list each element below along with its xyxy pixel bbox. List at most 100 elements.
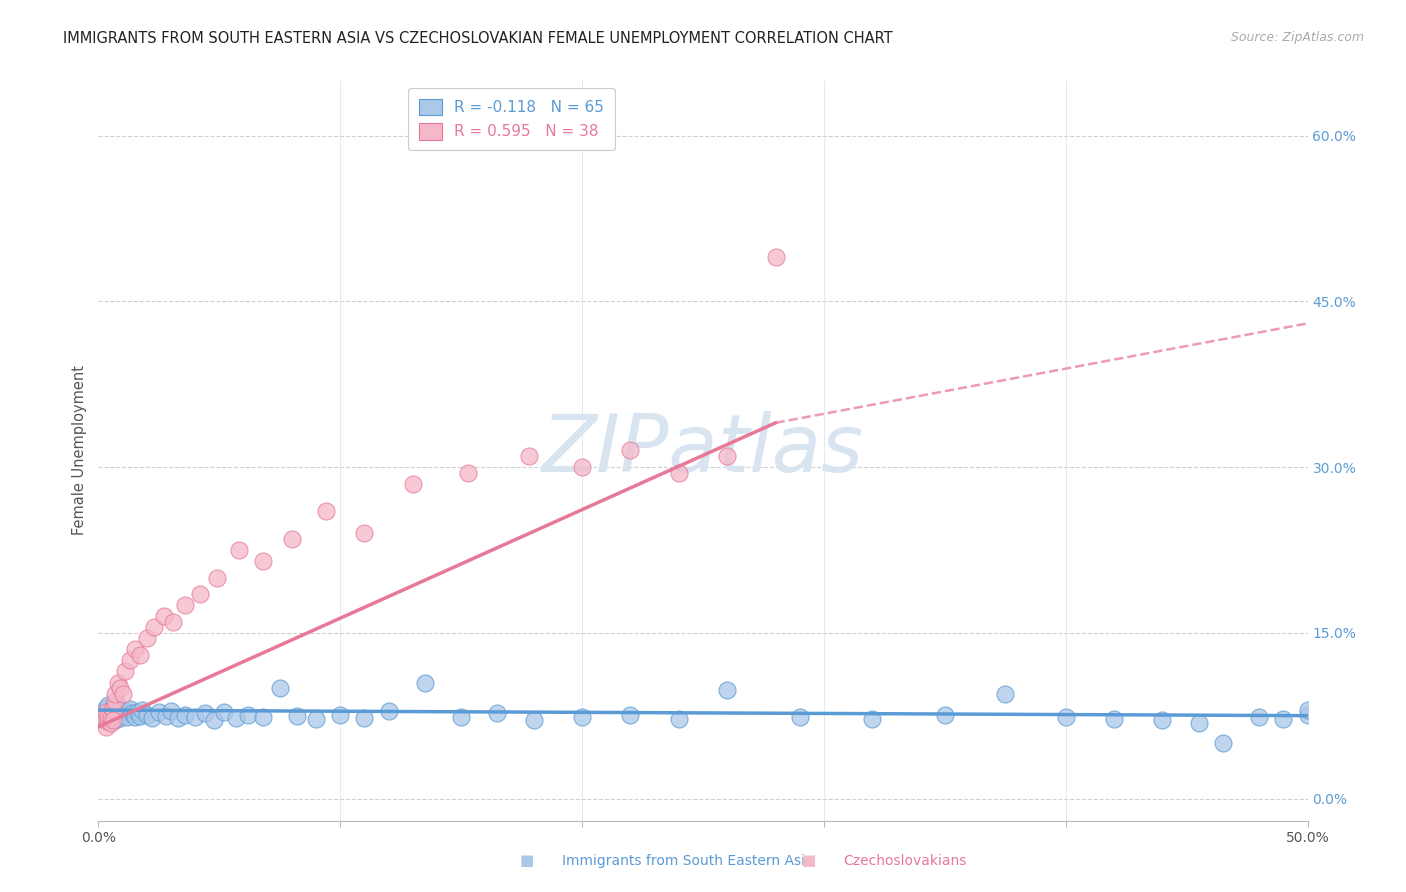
Text: ■: ■ (801, 854, 815, 868)
Point (111, 707, 134, 722)
Point (118, 653, 141, 667)
Point (517, 449, 540, 463)
Point (97, 698, 120, 712)
Point (619, 443, 641, 458)
Text: ■: ■ (520, 854, 534, 868)
Point (571, 710, 593, 724)
Point (269, 681, 291, 695)
Point (281, 532, 304, 546)
Point (118, 702, 141, 716)
Point (167, 711, 190, 725)
Point (128, 708, 150, 723)
Point (353, 526, 375, 541)
Point (101, 703, 124, 717)
Point (486, 706, 509, 721)
Point (1152, 713, 1174, 727)
Point (91, 712, 114, 726)
Point (108, 681, 131, 695)
Point (619, 707, 641, 722)
Text: Czechoslovakians: Czechoslovakians (844, 854, 967, 868)
Point (121, 706, 143, 721)
Point (91, 708, 114, 723)
Point (101, 707, 124, 722)
Point (1054, 710, 1077, 724)
Point (97, 708, 120, 723)
Point (934, 707, 956, 722)
Point (252, 554, 274, 568)
Point (160, 704, 183, 718)
Point (143, 620, 166, 634)
Point (1188, 716, 1211, 731)
Point (100, 710, 122, 724)
Point (104, 704, 127, 718)
Point (94, 720, 117, 734)
Y-axis label: Female Unemployment: Female Unemployment (72, 366, 87, 535)
Point (108, 711, 131, 725)
Point (860, 712, 883, 726)
Point (228, 542, 250, 557)
Point (108, 703, 131, 717)
Point (107, 698, 129, 713)
Point (377, 704, 399, 718)
Point (104, 713, 127, 727)
Point (162, 615, 184, 629)
Point (225, 711, 247, 725)
Text: Source: ZipAtlas.com: Source: ZipAtlas.com (1230, 31, 1364, 45)
Point (104, 694, 127, 708)
Point (124, 642, 146, 657)
Point (571, 460, 593, 475)
Point (131, 703, 153, 717)
Point (111, 687, 134, 701)
Point (315, 504, 337, 518)
Point (457, 466, 479, 480)
Point (1272, 712, 1295, 726)
Point (1296, 707, 1319, 722)
Point (353, 711, 375, 725)
Point (94, 701, 117, 715)
Point (305, 712, 328, 726)
Point (668, 712, 690, 726)
Point (148, 706, 170, 720)
Point (765, 250, 787, 264)
Point (114, 665, 136, 679)
Point (107, 706, 129, 721)
Point (716, 683, 738, 698)
Point (107, 675, 129, 690)
Point (94, 706, 117, 720)
Point (104, 687, 127, 701)
Point (100, 716, 122, 731)
Point (285, 708, 308, 723)
Point (124, 710, 146, 724)
Point (1102, 712, 1125, 726)
Point (97, 706, 120, 720)
Point (994, 687, 1017, 701)
Point (668, 466, 690, 480)
Point (155, 708, 177, 723)
Point (413, 675, 436, 690)
Point (238, 707, 260, 722)
Text: ZIPatlas: ZIPatlas (541, 411, 865, 490)
Point (194, 706, 217, 721)
Point (716, 449, 738, 463)
Point (329, 707, 352, 722)
Point (1212, 736, 1234, 750)
Point (1296, 703, 1319, 717)
Point (127, 706, 149, 720)
Point (94, 714, 117, 729)
Point (117, 710, 139, 724)
Point (174, 598, 197, 612)
Point (1249, 710, 1271, 724)
Point (141, 711, 163, 725)
Point (128, 648, 150, 662)
Point (135, 707, 157, 722)
Point (252, 710, 274, 724)
Point (188, 587, 211, 601)
Point (100, 711, 122, 725)
Point (204, 713, 226, 727)
Point (135, 632, 157, 646)
Point (402, 476, 425, 491)
Point (152, 609, 174, 624)
Point (101, 713, 124, 727)
Point (100, 703, 122, 717)
Point (523, 713, 546, 727)
